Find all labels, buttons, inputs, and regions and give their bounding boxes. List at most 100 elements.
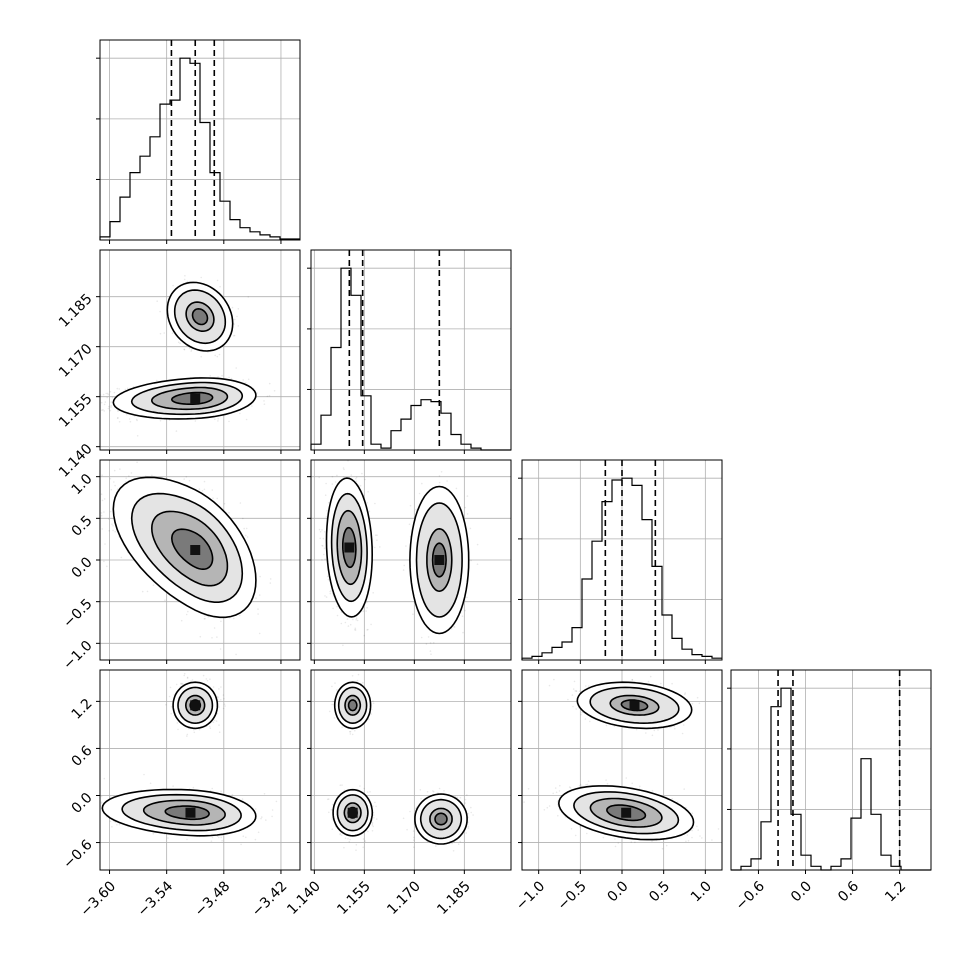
sample-point — [318, 476, 321, 479]
sample-point — [217, 420, 219, 422]
sample-point — [321, 544, 323, 547]
sample-point — [179, 342, 181, 345]
sample-point — [364, 478, 366, 481]
sample-point — [233, 617, 235, 620]
sample-point — [211, 489, 214, 491]
sample-point — [185, 613, 188, 616]
sample-point — [188, 347, 191, 350]
sample-point — [117, 417, 119, 419]
sample-point — [259, 575, 261, 578]
sample-point — [376, 539, 378, 541]
sample-point — [329, 590, 331, 593]
sample-point — [209, 375, 211, 377]
sample-point — [106, 396, 108, 399]
sample-point — [342, 476, 345, 479]
sample-point — [355, 480, 358, 483]
sample-point — [212, 497, 214, 500]
sample-point — [243, 527, 245, 530]
contour-4 — [191, 307, 209, 326]
sample-point — [367, 491, 369, 493]
sample-point — [355, 618, 358, 621]
sample-point — [96, 530, 98, 532]
sample-point — [183, 348, 186, 351]
sample-point — [118, 421, 121, 423]
sample-point — [321, 559, 323, 561]
sample-point — [70, 510, 72, 512]
sample-point — [112, 529, 114, 532]
sample-point — [355, 617, 358, 619]
sample-point — [104, 543, 106, 545]
sample-point — [183, 278, 186, 281]
sample-point — [120, 556, 123, 559]
sample-point — [330, 589, 332, 592]
sample-point — [237, 308, 240, 310]
sample-point — [100, 512, 103, 514]
sample-point — [324, 595, 326, 597]
sample-point — [126, 413, 128, 416]
sample-point — [116, 417, 119, 420]
sample-point — [239, 412, 241, 415]
sample-point — [365, 610, 367, 612]
sample-point — [349, 623, 352, 626]
sample-point — [231, 306, 234, 309]
sample-point — [101, 409, 103, 412]
sample-point — [228, 511, 230, 514]
sample-point — [136, 461, 138, 464]
sample-point — [125, 477, 127, 480]
sample-point — [101, 499, 104, 502]
sample-point — [343, 468, 345, 471]
sample-point — [246, 536, 249, 538]
sample-point — [60, 518, 62, 520]
sample-point — [97, 404, 99, 406]
sample-point — [96, 496, 98, 498]
sample-point — [319, 530, 322, 533]
sample-point — [325, 482, 327, 485]
sample-point — [269, 582, 272, 584]
sample-point — [203, 480, 206, 483]
sample-point — [194, 420, 197, 422]
sample-point — [109, 510, 112, 513]
sample-point — [239, 502, 242, 504]
sample-point — [352, 618, 354, 621]
sample-point — [245, 534, 247, 537]
sample-point — [319, 537, 322, 540]
sample-point — [235, 653, 237, 656]
sample-point — [100, 401, 103, 404]
sample-point — [111, 523, 113, 525]
sample-point — [234, 318, 236, 321]
panel-0-2 — [60, 456, 301, 664]
sample-point — [106, 392, 109, 395]
sample-point — [45, 401, 47, 403]
sample-point — [372, 592, 375, 594]
sample-point — [159, 420, 162, 422]
sample-point — [340, 611, 343, 614]
sample-point — [326, 575, 329, 578]
sample-point — [219, 285, 221, 288]
sample-point — [172, 284, 174, 287]
sample-point — [151, 474, 153, 477]
sample-point — [113, 391, 116, 394]
sample-point — [105, 392, 107, 395]
sample-point — [204, 617, 206, 620]
sample-point — [102, 393, 105, 396]
sample-point — [175, 430, 178, 432]
sample-point — [164, 599, 166, 601]
sample-point — [113, 469, 116, 472]
sample-point — [228, 376, 230, 379]
sample-point — [366, 629, 368, 631]
sample-point — [361, 472, 363, 475]
sample-point — [108, 405, 110, 408]
sample-point — [370, 623, 372, 626]
sample-point — [367, 628, 369, 631]
sample-point — [266, 395, 269, 398]
sample-point — [104, 401, 107, 403]
sample-point — [141, 590, 144, 593]
sample-point — [331, 475, 334, 478]
sample-point — [185, 476, 188, 478]
sample-point — [102, 409, 104, 411]
sample-point — [230, 377, 233, 380]
sample-point — [216, 355, 219, 358]
sample-point — [109, 477, 112, 480]
sample-point — [122, 456, 124, 458]
sample-point — [217, 418, 219, 420]
